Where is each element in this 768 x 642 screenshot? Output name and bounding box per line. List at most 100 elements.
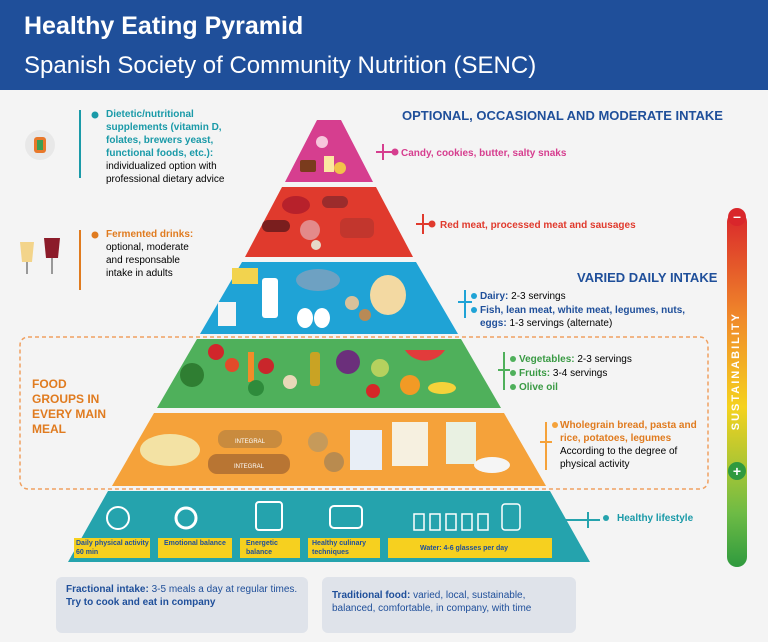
pyramid-panel: INTEGRAL INTEGRAL: [0, 90, 768, 642]
cook-note: Try to cook and eat in company: [66, 597, 216, 608]
rice-bowl-icon: [474, 457, 510, 473]
plus-icon: +: [728, 462, 746, 480]
page-subtitle: Spanish Society of Community Nutrition (…: [24, 52, 537, 79]
ham-slice-icon: [300, 220, 320, 240]
bread-loaf-icon-2: [208, 454, 290, 474]
sustainability-label: SUSTAINABILITY: [730, 312, 742, 431]
banana-icon: [428, 382, 456, 394]
base-label-energetic: Energetic balance: [246, 540, 278, 556]
egg-icon: [297, 308, 313, 328]
milk-bottle-icon: [262, 278, 278, 318]
label-meat: Red meat, processed meat and sausages: [440, 220, 636, 231]
bread-label-1: INTEGRAL: [235, 439, 266, 445]
label-protein: Fish, lean meat, white meat, legumes, nu…: [480, 304, 700, 330]
bone-icon: [311, 240, 321, 250]
label-veg-text: 2-3 servings: [577, 354, 632, 365]
label-vegetables: Vegetables: 2-3 servings: [519, 353, 632, 366]
traditional-text: varied, local, sustainable, balanced, co…: [332, 590, 532, 614]
base-box-3: [240, 538, 300, 558]
watermelon-icon: [405, 350, 445, 361]
label-fruits: Fruits: 3-4 servings: [519, 367, 607, 380]
section-varied: VARIED DAILY INTAKE: [577, 270, 718, 285]
garlic-icon: [283, 375, 297, 389]
base-label-water: Water: 4-6 glasses per day: [420, 545, 509, 552]
label-protein-bold: Fish, lean meat, white meat, legumes, nu…: [480, 305, 686, 329]
label-olive-oil: Olive oil: [519, 382, 558, 393]
legumes-jar-icon: [350, 430, 382, 470]
fermented-note-bold: Fermented drinks:: [106, 229, 194, 240]
fractional-text: 3-5 meals a day at regular times.: [151, 584, 298, 595]
label-lifestyle: Healthy lifestyle: [617, 513, 694, 524]
supplements-note-text: individualized option with professional …: [106, 161, 225, 185]
salami-icon: [262, 220, 290, 232]
milk-glass-icon: [218, 302, 236, 326]
base-label-culinary: Healthy culinary techniques: [312, 540, 367, 556]
rice-bag-icon: [446, 422, 476, 464]
stopwatch-icon: [106, 506, 130, 530]
section-optional: OPTIONAL, OCCASIONAL AND MODERATE INTAKE: [402, 108, 723, 123]
broccoli-icon: [248, 380, 264, 396]
label-dairy-bold: Dairy:: [480, 291, 509, 302]
flour-bag-icon: [392, 422, 428, 466]
pyramid-diagram: INTEGRAL INTEGRAL: [19, 110, 709, 562]
cupcake-icon: [316, 136, 328, 148]
orange-icon: [400, 375, 420, 395]
label-dairy: Dairy: 2-3 servings: [480, 290, 566, 303]
base-label-emotional: Emotional balance: [164, 540, 226, 547]
pepper-icon: [258, 358, 274, 374]
base-box-1: [74, 538, 150, 558]
potato-icon-2: [324, 452, 344, 472]
potato-icon: [308, 432, 328, 452]
header-banner: Healthy Eating Pyramid Spanish Society o…: [0, 0, 768, 90]
fermented-note-text: optional, moderate and responsable intak…: [106, 242, 189, 279]
label-veg-bold: Vegetables:: [519, 354, 575, 365]
label-grains-bold: Wholegrain bread, pasta and rice, potato…: [560, 420, 697, 444]
base-box-5: [388, 538, 552, 558]
label-grains: Wholegrain bread, pasta and rice, potato…: [560, 419, 710, 471]
fractional-intake-box: Fractional intake: 3-5 meals a day at re…: [56, 577, 308, 633]
cheese-icon: [232, 268, 258, 284]
cookie-icon: [334, 162, 346, 174]
apple-icon: [366, 384, 380, 398]
walnut-icon: [359, 309, 371, 321]
pasta-plate-icon: [140, 434, 200, 466]
label-sweets: Candy, cookies, butter, salty snaks: [401, 148, 567, 159]
bread-label-2: INTEGRAL: [234, 464, 265, 470]
label-fruit-text: 3-4 servings: [552, 368, 608, 379]
traditional-bold: Traditional food:: [332, 590, 411, 601]
label-protein-text: 1-3 servings (alternate): [509, 318, 613, 329]
tier-sweets: [285, 120, 373, 182]
scale-icon: [255, 501, 283, 531]
food-group-dashed-box: [19, 336, 709, 490]
tomato-icon: [208, 344, 224, 360]
minus-icon: –: [728, 208, 746, 226]
sausage-icon: [322, 196, 348, 208]
page-title: Healthy Eating Pyramid: [24, 12, 304, 40]
base-box-2: [158, 538, 232, 558]
supplements-note-bold: Dietetic/nutritional supplements (vitami…: [106, 109, 222, 159]
lettuce-icon: [180, 363, 204, 387]
pot-icon: [329, 505, 363, 529]
olive-oil-bottle-icon: [310, 352, 320, 386]
fermented-note: Fermented drinks: optional, moderate and…: [106, 228, 206, 280]
traditional-food-box: Traditional food: varied, local, sustain…: [322, 577, 576, 633]
wine-glasses-icon: [20, 238, 60, 274]
label-fruit-bold: Fruits:: [519, 368, 551, 379]
water-glasses-icon: [413, 503, 521, 531]
label-dairy-text: 2-3 servings: [511, 291, 566, 302]
section-food-groups: FOOD GROUPS IN EVERY MAIN MEAL: [32, 377, 107, 436]
sustainability-bar: SUSTAINABILITY: [727, 212, 747, 567]
supplements-note: Dietetic/nutritional supplements (vitami…: [106, 108, 241, 186]
pear-icon: [371, 359, 389, 377]
base-box-4: [308, 538, 380, 558]
fractional-bold: Fractional intake:: [66, 584, 149, 595]
gears-icon: [174, 506, 198, 530]
meat-cut-icon: [340, 218, 374, 238]
fish-icon: [296, 269, 340, 291]
label-grains-text: According to the degree of physical acti…: [560, 446, 678, 470]
chicken-icon: [370, 275, 406, 315]
egg-icon-2: [314, 308, 330, 328]
steak-icon: [282, 196, 310, 214]
base-label-activity: Daily physical activity 60 min: [76, 540, 149, 556]
carrot-icon: [248, 352, 254, 382]
